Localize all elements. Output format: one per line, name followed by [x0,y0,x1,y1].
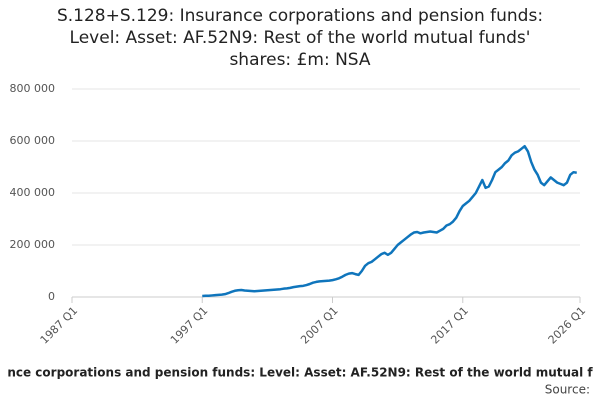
chart-title: Level: Asset: AF.52N9: Rest of the world… [70,28,531,48]
chart-title: S.128+S.129: Insurance corporations and … [57,6,543,26]
x-tick-label: 1997 Q1 [168,304,211,347]
x-tick-label: 2007 Q1 [298,304,341,347]
x-tick-label: 2026 Q1 [546,304,589,347]
chart-title: shares: £m: NSA [229,50,370,70]
x-tick-label: 2017 Q1 [428,304,471,347]
data-line [202,144,577,298]
y-tick-label: 400 000 [10,186,56,199]
y-tick-label: 800 000 [10,82,56,95]
y-tick-label: 200 000 [10,238,56,251]
y-tick-label: 600 000 [10,134,56,147]
x-tick-label: 1987 Q1 [38,304,81,347]
subtitle: nce corporations and pension funds: Leve… [7,366,593,380]
y-tick-label: 0 [48,290,55,303]
source: Source: [545,383,590,397]
